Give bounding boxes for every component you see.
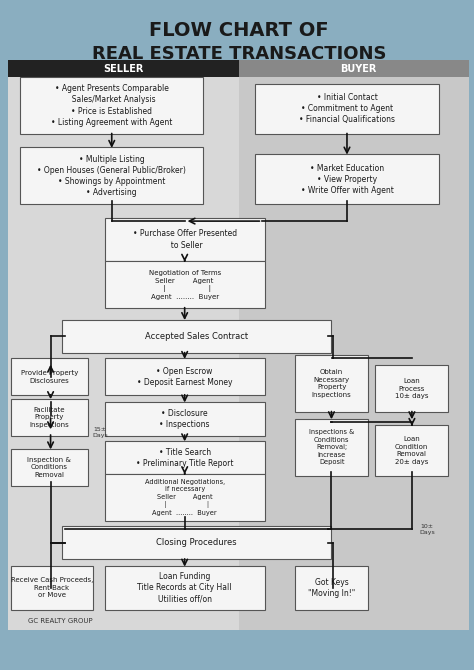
FancyBboxPatch shape (105, 218, 264, 261)
FancyBboxPatch shape (239, 64, 469, 630)
Text: Inspections &
Conditions
Removal;
Increase
Deposit: Inspections & Conditions Removal; Increa… (309, 429, 354, 465)
Text: Closing Procedures: Closing Procedures (156, 538, 237, 547)
FancyBboxPatch shape (63, 320, 330, 353)
FancyBboxPatch shape (63, 526, 330, 559)
FancyBboxPatch shape (255, 84, 439, 134)
FancyBboxPatch shape (105, 358, 264, 395)
Text: Provide Property
Disclosures: Provide Property Disclosures (21, 370, 78, 384)
Text: • Initial Contact
• Commitment to Agent
• Financial Qualifications: • Initial Contact • Commitment to Agent … (299, 93, 395, 125)
FancyBboxPatch shape (8, 64, 239, 630)
FancyBboxPatch shape (105, 261, 264, 308)
Text: BUYER: BUYER (340, 64, 377, 74)
Text: Loan
Condition
Removal
20± days: Loan Condition Removal 20± days (395, 436, 428, 465)
FancyBboxPatch shape (105, 566, 264, 610)
Text: Inspection &
Conditions
Removal: Inspection & Conditions Removal (27, 457, 72, 478)
FancyBboxPatch shape (20, 147, 203, 204)
FancyBboxPatch shape (375, 425, 448, 476)
Text: Loan
Process
10± days: Loan Process 10± days (395, 378, 428, 399)
FancyBboxPatch shape (105, 474, 264, 521)
Text: Obtain
Necessary
Property
Inspections: Obtain Necessary Property Inspections (312, 369, 352, 398)
Text: • Multiple Listing
• Open Houses (General Public/Broker)
• Showings by Appointme: • Multiple Listing • Open Houses (Genera… (37, 155, 186, 197)
FancyBboxPatch shape (295, 419, 368, 476)
FancyBboxPatch shape (255, 154, 439, 204)
Text: • Disclosure
• Inspections: • Disclosure • Inspections (159, 409, 210, 429)
Text: Got Keys
"Moving In!": Got Keys "Moving In!" (308, 578, 356, 598)
Text: 10±
Days: 10± Days (419, 524, 435, 535)
Text: • Purchase Offer Presented
  to Seller: • Purchase Offer Presented to Seller (133, 230, 237, 250)
FancyBboxPatch shape (239, 60, 469, 77)
FancyBboxPatch shape (10, 566, 93, 610)
FancyBboxPatch shape (8, 64, 469, 630)
Text: GC REALTY GROUP: GC REALTY GROUP (27, 618, 92, 624)
Text: Loan Funding
Title Records at City Hall
Utilities off/on: Loan Funding Title Records at City Hall … (137, 572, 232, 604)
Text: Accepted Sales Contract: Accepted Sales Contract (145, 332, 248, 341)
FancyBboxPatch shape (105, 402, 264, 436)
FancyBboxPatch shape (10, 399, 88, 436)
Text: Negotiation of Terms
Seller        Agent
  |                   |
Agent  ........: Negotiation of Terms Seller Agent | | Ag… (148, 270, 221, 299)
FancyBboxPatch shape (295, 355, 368, 412)
Text: Receive Cash Proceeds,
Rent Back
or Move: Receive Cash Proceeds, Rent Back or Move (10, 578, 93, 598)
Text: Additional Negotiations,
if necessary
Seller        Agent
  |                   : Additional Negotiations, if necessary Se… (145, 478, 225, 516)
Text: Facilitate
Property
Inspections: Facilitate Property Inspections (29, 407, 69, 427)
FancyBboxPatch shape (10, 358, 88, 395)
Text: SELLER: SELLER (103, 64, 144, 74)
FancyBboxPatch shape (10, 449, 88, 486)
Text: REAL ESTATE TRANSACTIONS: REAL ESTATE TRANSACTIONS (91, 45, 386, 62)
Text: 15±
Days: 15± Days (92, 427, 108, 438)
Text: • Title Search
• Preliminary Title Report: • Title Search • Preliminary Title Repor… (136, 448, 233, 468)
Text: • Open Escrow
• Deposit Earnest Money: • Open Escrow • Deposit Earnest Money (137, 367, 232, 387)
Text: FLOW CHART OF: FLOW CHART OF (149, 21, 328, 40)
FancyBboxPatch shape (20, 77, 203, 134)
Text: • Agent Presents Comparable
  Sales/Market Analysis
• Price is Established
• Lis: • Agent Presents Comparable Sales/Market… (51, 84, 173, 127)
FancyBboxPatch shape (295, 566, 368, 610)
Text: • Market Education
• View Property
• Write Offer with Agent: • Market Education • View Property • Wri… (301, 163, 393, 195)
FancyBboxPatch shape (375, 365, 448, 412)
FancyBboxPatch shape (105, 441, 264, 474)
FancyBboxPatch shape (8, 60, 239, 77)
